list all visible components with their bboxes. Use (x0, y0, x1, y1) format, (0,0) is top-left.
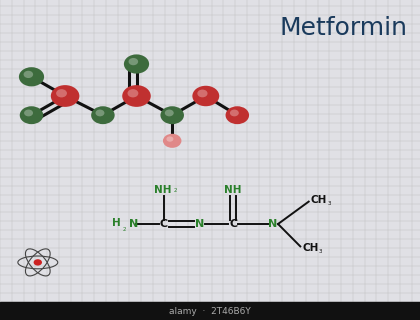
Text: $_3$: $_3$ (327, 199, 332, 208)
Circle shape (24, 109, 33, 116)
Circle shape (165, 109, 174, 116)
Text: NH: NH (224, 185, 242, 195)
Circle shape (128, 89, 138, 97)
Circle shape (230, 109, 239, 116)
Text: N: N (268, 219, 278, 229)
Circle shape (95, 109, 105, 116)
Bar (0, 302, 420, 320)
Circle shape (20, 106, 43, 124)
Circle shape (122, 85, 151, 107)
Text: N: N (195, 219, 204, 229)
Text: $_2$: $_2$ (122, 225, 127, 234)
Circle shape (160, 106, 184, 124)
Circle shape (197, 90, 207, 97)
Text: $_2$: $_2$ (173, 186, 178, 195)
Circle shape (226, 106, 249, 124)
Circle shape (51, 85, 79, 107)
Circle shape (124, 54, 149, 74)
Circle shape (166, 136, 173, 142)
Circle shape (192, 86, 219, 106)
Circle shape (129, 58, 138, 65)
Circle shape (163, 134, 181, 148)
Text: Metformin: Metformin (279, 16, 407, 40)
Circle shape (56, 89, 67, 97)
Text: NH: NH (154, 185, 171, 195)
Text: CH: CH (311, 195, 327, 205)
Text: CH: CH (302, 243, 319, 253)
Text: N: N (129, 219, 138, 229)
Text: alamy  ·  2T46B6Y: alamy · 2T46B6Y (169, 307, 251, 316)
Circle shape (24, 71, 33, 78)
Circle shape (19, 67, 44, 86)
Circle shape (34, 259, 42, 266)
Circle shape (91, 106, 115, 124)
Text: H: H (112, 218, 121, 228)
Text: C: C (160, 219, 168, 229)
Text: $_3$: $_3$ (318, 247, 323, 256)
Text: C: C (229, 219, 237, 229)
